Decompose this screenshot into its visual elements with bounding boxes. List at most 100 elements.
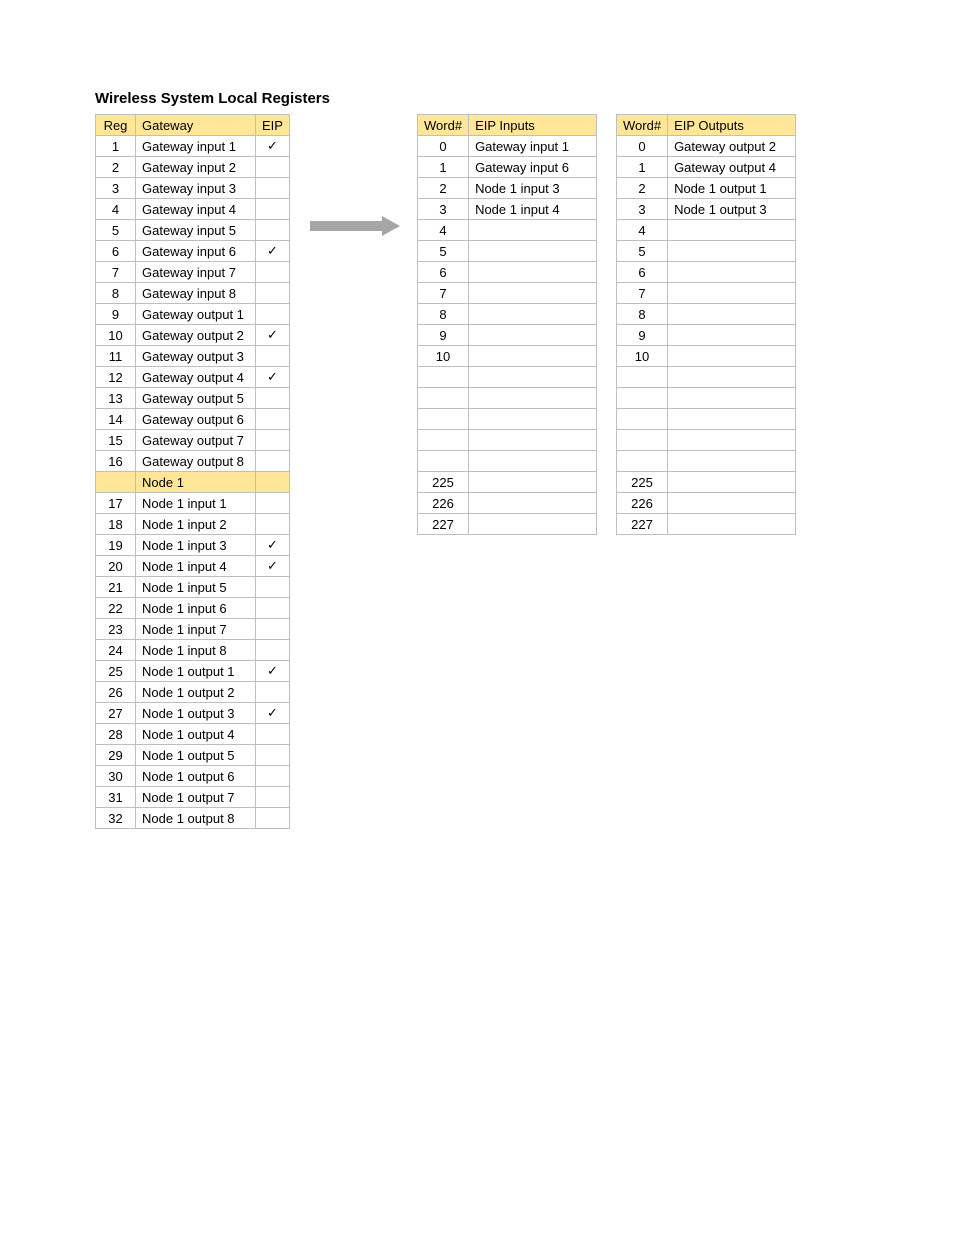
registers-row: 22Node 1 input 6 (96, 598, 290, 619)
eip-inputs-cell-word: 7 (418, 283, 469, 304)
registers-row: 18Node 1 input 2 (96, 514, 290, 535)
eip-outputs-header-val: EIP Outputs (668, 115, 796, 136)
eip-outputs-cell-val: Gateway output 4 (668, 157, 796, 178)
eip-outputs-cell-val (668, 472, 796, 493)
eip-inputs-cell-word: 2 (418, 178, 469, 199)
registers-cell-desc: Node 1 input 8 (136, 640, 256, 661)
eip-inputs-row: 0Gateway input 1 (418, 136, 597, 157)
registers-cell-eip (256, 199, 290, 220)
eip-outputs-gap-row (617, 430, 796, 451)
eip-inputs-row: 2Node 1 input 3 (418, 178, 597, 199)
eip-inputs-cell-word: 9 (418, 325, 469, 346)
registers-cell-eip (256, 745, 290, 766)
eip-outputs-cell-word: 226 (617, 493, 668, 514)
eip-outputs-gap-row (617, 367, 796, 388)
registers-cell-reg: 6 (96, 241, 136, 262)
registers-cell-desc: Node 1 input 1 (136, 493, 256, 514)
registers-section-eip (256, 472, 290, 493)
registers-cell-eip (256, 640, 290, 661)
eip-outputs-table: Word#EIP Outputs0Gateway output 21Gatewa… (616, 114, 796, 535)
registers-cell-desc: Gateway output 1 (136, 304, 256, 325)
registers-cell-eip (256, 682, 290, 703)
registers-cell-reg: 29 (96, 745, 136, 766)
eip-inputs-cell-word: 225 (418, 472, 469, 493)
eip-outputs-cell-val (668, 220, 796, 241)
eip-outputs-cell-val (668, 493, 796, 514)
registers-cell-desc: Node 1 output 8 (136, 808, 256, 829)
eip-outputs-gap-cell (617, 367, 668, 388)
registers-cell-desc: Node 1 output 5 (136, 745, 256, 766)
eip-inputs-row: 3Node 1 input 4 (418, 199, 597, 220)
eip-inputs-gap-row (418, 451, 597, 472)
eip-outputs-row: 4 (617, 220, 796, 241)
registers-cell-reg: 12 (96, 367, 136, 388)
registers-row: 10Gateway output 2✓ (96, 325, 290, 346)
registers-cell-desc: Gateway output 2 (136, 325, 256, 346)
eip-outputs-cell-word: 6 (617, 262, 668, 283)
registers-cell-eip: ✓ (256, 367, 290, 388)
eip-inputs-row: 7 (418, 283, 597, 304)
eip-inputs-header-val: EIP Inputs (469, 115, 597, 136)
eip-inputs-cell-val (469, 325, 597, 346)
registers-cell-desc: Gateway input 1 (136, 136, 256, 157)
registers-cell-reg: 20 (96, 556, 136, 577)
eip-inputs-row: 226 (418, 493, 597, 514)
eip-outputs-cell-val (668, 514, 796, 535)
registers-cell-reg: 32 (96, 808, 136, 829)
registers-cell-reg: 22 (96, 598, 136, 619)
eip-outputs-row: 0Gateway output 2 (617, 136, 796, 157)
eip-inputs-row: 8 (418, 304, 597, 325)
eip-inputs-cell-word: 10 (418, 346, 469, 367)
eip-inputs-cell-val: Node 1 input 3 (469, 178, 597, 199)
registers-cell-eip (256, 766, 290, 787)
registers-cell-eip (256, 808, 290, 829)
registers-cell-eip (256, 619, 290, 640)
eip-outputs-gap-cell (668, 430, 796, 451)
registers-section-row: Node 1 (96, 472, 290, 493)
registers-cell-reg: 21 (96, 577, 136, 598)
registers-cell-desc: Node 1 output 4 (136, 724, 256, 745)
registers-row: 15Gateway output 7 (96, 430, 290, 451)
registers-cell-desc: Gateway output 5 (136, 388, 256, 409)
registers-cell-desc: Node 1 input 3 (136, 535, 256, 556)
eip-inputs-cell-word: 227 (418, 514, 469, 535)
eip-inputs-row: 10 (418, 346, 597, 367)
registers-cell-desc: Node 1 input 2 (136, 514, 256, 535)
registers-row: 19Node 1 input 3✓ (96, 535, 290, 556)
eip-inputs-cell-val: Gateway input 1 (469, 136, 597, 157)
registers-cell-reg: 23 (96, 619, 136, 640)
registers-cell-eip: ✓ (256, 325, 290, 346)
registers-cell-eip: ✓ (256, 535, 290, 556)
eip-inputs-cell-word: 226 (418, 493, 469, 514)
registers-section-label: Node 1 (136, 472, 256, 493)
registers-cell-eip: ✓ (256, 556, 290, 577)
registers-row: 14Gateway output 6 (96, 409, 290, 430)
registers-cell-reg: 5 (96, 220, 136, 241)
eip-outputs-cell-word: 8 (617, 304, 668, 325)
eip-inputs-row: 4 (418, 220, 597, 241)
registers-row: 8Gateway input 8 (96, 283, 290, 304)
registers-header-eip: EIP (256, 115, 290, 136)
eip-inputs-cell-val (469, 472, 597, 493)
eip-outputs-row: 5 (617, 241, 796, 262)
registers-cell-desc: Gateway input 3 (136, 178, 256, 199)
registers-cell-reg: 8 (96, 283, 136, 304)
eip-outputs-gap-cell (668, 388, 796, 409)
registers-cell-desc: Gateway output 4 (136, 367, 256, 388)
arrow-shaft (310, 221, 382, 231)
eip-inputs-row: 225 (418, 472, 597, 493)
registers-row: 28Node 1 output 4 (96, 724, 290, 745)
registers-cell-eip (256, 346, 290, 367)
eip-inputs-table: Word#EIP Inputs0Gateway input 11Gateway … (417, 114, 597, 535)
eip-outputs-row: 9 (617, 325, 796, 346)
registers-cell-desc: Gateway output 8 (136, 451, 256, 472)
registers-cell-eip (256, 409, 290, 430)
eip-outputs-cell-val (668, 283, 796, 304)
eip-inputs-gap-cell (418, 409, 469, 430)
eip-inputs-gap-cell (418, 430, 469, 451)
registers-row: 11Gateway output 3 (96, 346, 290, 367)
registers-cell-eip (256, 178, 290, 199)
eip-inputs-cell-val: Gateway input 6 (469, 157, 597, 178)
registers-row: 23Node 1 input 7 (96, 619, 290, 640)
eip-inputs-cell-val (469, 241, 597, 262)
